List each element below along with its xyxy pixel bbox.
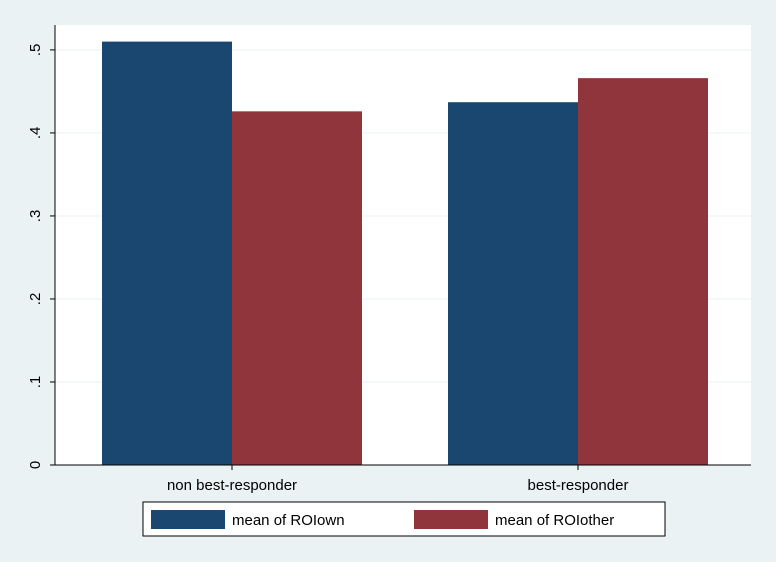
- x-category-label: best-responder: [528, 477, 629, 494]
- legend-swatch-roiown: [151, 510, 225, 529]
- bar-roiother-non-best-responder: [232, 111, 362, 465]
- x-tick-labels: non best-responder best-responder: [167, 465, 629, 494]
- bar-roiown-non-best-responder: [102, 41, 232, 466]
- y-ticks: 0 .1 .2 .3 .4 .5: [27, 44, 55, 469]
- legend-label-roiown: mean of ROIown: [232, 512, 345, 529]
- legend-box: [142, 501, 666, 537]
- legend-swatch-roiother: [414, 510, 488, 529]
- y-tick-label: .1: [27, 376, 44, 389]
- bar-roiown-best-responder: [448, 102, 578, 465]
- bar-roiother-best-responder: [578, 78, 708, 465]
- y-tick-label: 0: [27, 461, 44, 469]
- legend: mean of ROIown mean of ROIother: [142, 501, 666, 537]
- y-tick-label: .4: [27, 127, 44, 140]
- y-tick-label: .3: [27, 210, 44, 223]
- bars: [102, 41, 708, 466]
- y-tick-label: .2: [27, 293, 44, 306]
- x-category-label: non best-responder: [167, 477, 297, 494]
- legend-label-roiother: mean of ROIother: [495, 512, 614, 529]
- y-tick-label: .5: [27, 44, 44, 57]
